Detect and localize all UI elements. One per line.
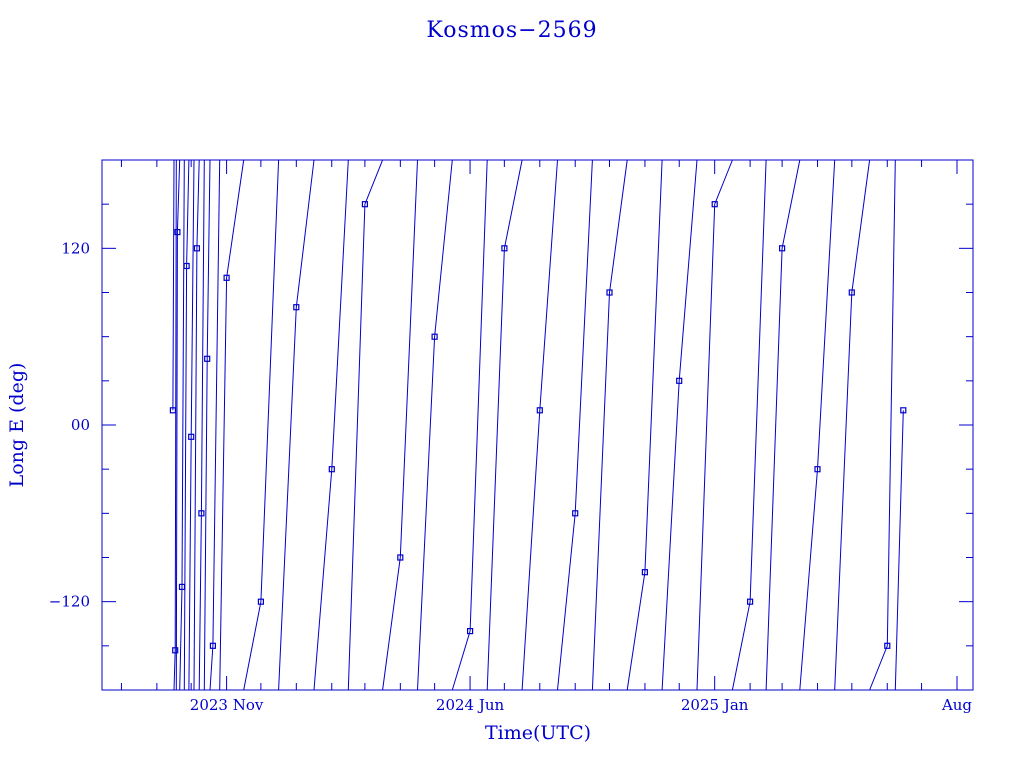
series-line <box>172 159 904 691</box>
y-axis-label: Long E (deg) <box>6 363 28 488</box>
data-point <box>641 569 649 576</box>
data-point <box>746 598 754 605</box>
x-axis: 2023 Nov 2024 Jun 2025 Jan Aug <box>120 160 972 714</box>
data-point <box>188 433 195 440</box>
data-point <box>884 642 891 649</box>
data-point <box>209 642 216 649</box>
data-point <box>328 466 335 473</box>
data-point <box>293 304 300 311</box>
data-point <box>204 355 211 362</box>
data-point <box>848 289 855 296</box>
data-point <box>183 262 190 270</box>
data-point <box>178 583 186 591</box>
data-point <box>193 245 200 252</box>
y-axis: 120 00 −120 <box>49 203 973 647</box>
data-point <box>536 407 543 414</box>
data-point <box>467 627 474 635</box>
data-point <box>397 554 404 561</box>
y-tick-label: −120 <box>49 593 90 611</box>
data-point <box>814 466 821 473</box>
data-point <box>223 274 230 281</box>
data-point <box>172 647 179 654</box>
data-point <box>174 229 181 236</box>
data-point <box>711 201 718 208</box>
data-point <box>198 510 205 517</box>
data-point <box>361 201 368 208</box>
y-tick-label: 00 <box>71 416 90 434</box>
x-tick-label: 2024 Jun <box>436 696 505 714</box>
data-point <box>676 377 683 384</box>
x-tick-label: 2023 Nov <box>190 696 264 714</box>
data-point <box>900 407 907 414</box>
x-axis-label: Time(UTC) <box>485 722 591 744</box>
data-point <box>778 245 786 252</box>
y-tick-label: 120 <box>61 239 90 257</box>
x-tick-label: Aug <box>941 696 972 714</box>
x-tick-label: 2025 Jan <box>681 696 749 714</box>
data-point <box>169 407 176 414</box>
plot-area <box>169 159 907 691</box>
data-point <box>257 598 264 605</box>
data-point <box>606 289 613 296</box>
chart-title: Kosmos−2569 <box>426 18 597 43</box>
data-point <box>431 333 438 340</box>
data-point <box>501 245 508 252</box>
data-point <box>572 510 579 517</box>
